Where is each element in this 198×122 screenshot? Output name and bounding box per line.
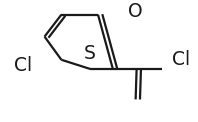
Text: O: O — [128, 2, 143, 21]
Text: S: S — [84, 44, 96, 63]
Text: Cl: Cl — [172, 50, 190, 69]
Text: Cl: Cl — [14, 56, 32, 75]
